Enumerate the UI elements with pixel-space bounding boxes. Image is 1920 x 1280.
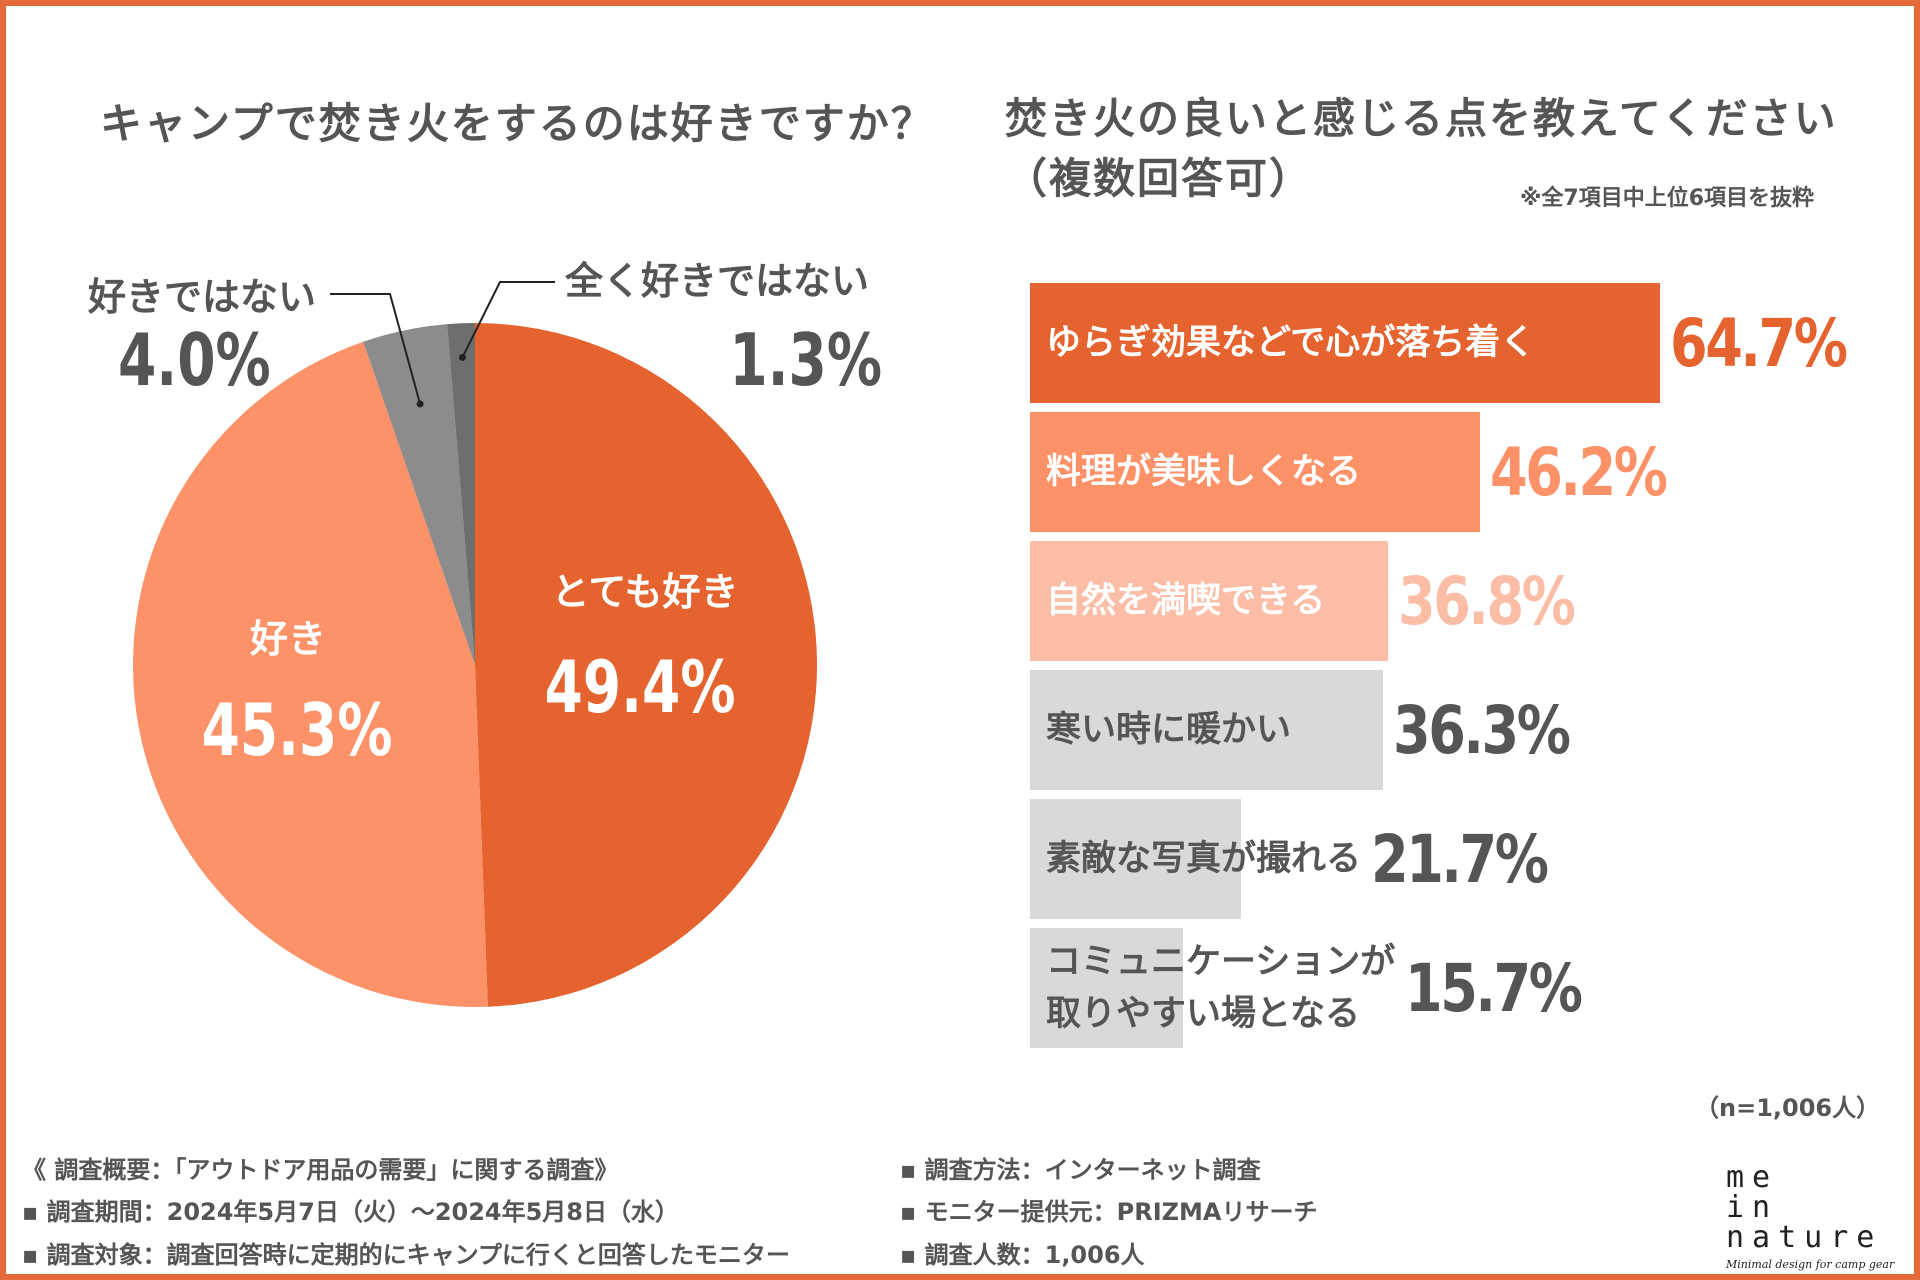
logo-text-line1: me bbox=[1726, 1160, 1779, 1195]
survey-provider: ▪ モニター提供元：PRIZMAリサーチ bbox=[900, 1198, 1318, 1226]
survey-method: ▪ 調査方法：インターネット調査 bbox=[900, 1156, 1261, 1184]
survey-overview: 《 調査概要：「アウトドア用品の需要」に関する調査》 bbox=[22, 1156, 619, 1184]
logo-text-line2: in bbox=[1726, 1190, 1779, 1225]
pie-label-value-3: 1.3% bbox=[729, 318, 882, 402]
pie-slice-1 bbox=[132, 341, 488, 1007]
bar-row-3: 寒い時に暖かい 36.3% bbox=[1030, 670, 1890, 790]
pie-leader-dot-2 bbox=[416, 400, 424, 408]
pie-slice-3 bbox=[447, 323, 475, 665]
bar-row-1: 料理が美味しくなる 46.2% bbox=[1030, 412, 1890, 532]
pie-leader-dot-3 bbox=[458, 353, 466, 361]
pie-label-category-3: 全く好きではない bbox=[564, 259, 869, 303]
bar-1 bbox=[1030, 412, 1480, 532]
brand-logo: me in nature Minimal design for camp gea… bbox=[1726, 1160, 1906, 1271]
bar-chart-note: ※全7項目中上位6項目を抜粋 bbox=[1520, 186, 1815, 211]
bar-label-3: 寒い時に暖かい bbox=[1046, 710, 1292, 750]
bar-label-1: 料理が美味しくなる bbox=[1046, 452, 1362, 492]
bar-label-4: 素敵な写真が撮れる bbox=[1046, 839, 1362, 879]
bar-value-4: 21.7% bbox=[1371, 820, 1549, 898]
bar-chart-title: 焚き火の良いと感じる点を教えてください bbox=[1005, 94, 1838, 143]
bar-value-1: 46.2% bbox=[1489, 433, 1668, 511]
survey-count: ▪ 調査人数：1,006人 bbox=[900, 1241, 1145, 1269]
bar-label-5: コミュニケーションが 取りやすい場となる bbox=[1046, 942, 1396, 1034]
pie-label-value-2: 4.0% bbox=[118, 318, 271, 402]
bar-row-0: ゆらぎ効果などで心が落ち着く 64.7% bbox=[1030, 283, 1890, 403]
bar-value-3: 36.3% bbox=[1393, 691, 1571, 769]
bar-row-2: 自然を満喫できる 36.8% bbox=[1030, 541, 1890, 661]
survey-period: ▪ 調査期間：2024年5月7日（火）～2024年5月8日（水） bbox=[22, 1198, 680, 1226]
bar-2 bbox=[1030, 541, 1389, 661]
bar-value-2: 36.8% bbox=[1398, 562, 1576, 640]
bar-3 bbox=[1030, 670, 1384, 790]
pie-label-category-0: とても好き bbox=[552, 570, 739, 614]
survey-target: ▪ 調査対象：調査回答時に定期的にキャンプに行くと回答したモニター bbox=[22, 1241, 790, 1269]
logo-text-line3: nature bbox=[1726, 1220, 1883, 1255]
pie-label-category-2: 好きではない bbox=[87, 275, 316, 319]
pie-slice-0 bbox=[475, 323, 818, 1007]
pie-label-value-1: 45.3% bbox=[202, 688, 393, 772]
pie-slice-2 bbox=[363, 324, 475, 665]
bar-row-4: 素敵な写真が撮れる 21.7% bbox=[1030, 799, 1890, 919]
pie-label-category-1: 好き bbox=[249, 617, 326, 661]
pie-chart-title: キャンプで焚き火をするのは好きですか？ bbox=[100, 99, 935, 148]
bar-0 bbox=[1030, 283, 1660, 403]
bar-5 bbox=[1030, 928, 1183, 1048]
bar-4 bbox=[1030, 799, 1242, 919]
pie-leader-line-2 bbox=[330, 293, 422, 405]
pie-label-value-0: 49.4% bbox=[545, 645, 736, 729]
pie-leader-line-3 bbox=[461, 281, 555, 358]
bar-value-0: 64.7% bbox=[1670, 304, 1848, 382]
sample-size: （n=1,006人） bbox=[1695, 1094, 1881, 1122]
bar-row-5: コミュニケーションが 取りやすい場となる 15.7% bbox=[1030, 928, 1890, 1048]
bar-chart-subtitle: （複数回答可） bbox=[1005, 154, 1314, 203]
bar-value-5: 15.7% bbox=[1405, 949, 1583, 1027]
logo-tagline: Minimal design for camp gear bbox=[1726, 1258, 1895, 1271]
bar-label-2: 自然を満喫できる bbox=[1046, 581, 1326, 621]
bar-label-0: ゆらぎ効果などで心が落ち着く bbox=[1046, 323, 1536, 363]
